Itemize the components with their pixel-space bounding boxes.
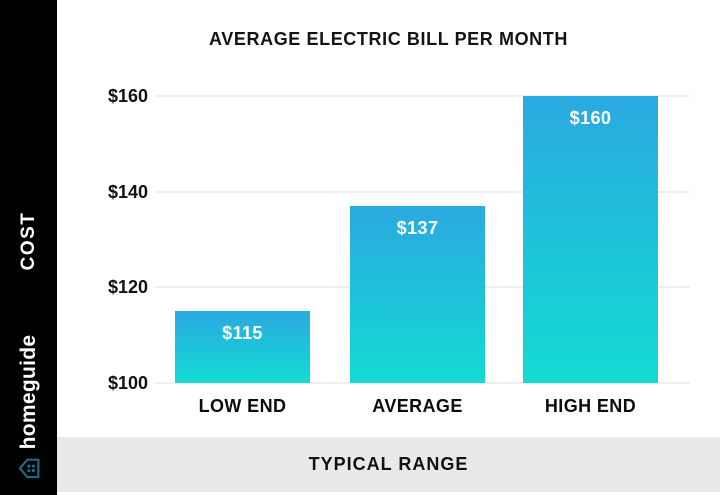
y-axis-tick-label: $160 (107, 86, 148, 106)
bar-average: $137 (350, 206, 485, 383)
bar-chart-plot: $160 $140 $120 $100 $115 LOW END $137 AVERAGE $1… (57, 0, 720, 495)
homeguide-logo: homeguide (16, 335, 42, 482)
bar-value-label: $137 (396, 218, 439, 239)
chart-area: AVERAGE ELECTRIC BILL PER MONTH $160 $140… (57, 0, 720, 495)
gridline--100 (155, 382, 690, 384)
bar-high-end: $160 (523, 96, 658, 383)
gridline--160 (155, 95, 690, 97)
bar-value-label: $160 (569, 108, 612, 128)
x-axis-category-label: AVERAGE (372, 396, 463, 416)
gridline--140 (155, 190, 690, 193)
brand-name: homeguide (16, 334, 40, 450)
y-axis-tick-label: $100 (107, 373, 148, 393)
y-axis-tick-label: $120 (107, 277, 148, 298)
house-icon (18, 458, 39, 479)
x-axis-category-label: HIGH END (544, 396, 637, 416)
cost-sidebar: COST homeguide (0, 0, 57, 495)
chart-title: AVERAGE ELECTRIC BILL PER MONTH (209, 29, 568, 49)
x-axis-category-label: LOW END (198, 396, 287, 416)
bar-low-end: $115 (175, 311, 310, 383)
y-axis-tick-label: $140 (107, 181, 148, 202)
typical-range-footer: TYPICAL RANGE (57, 437, 720, 492)
bar-value-label: $115 (222, 323, 263, 344)
cost-axis-label: COST (17, 211, 39, 271)
